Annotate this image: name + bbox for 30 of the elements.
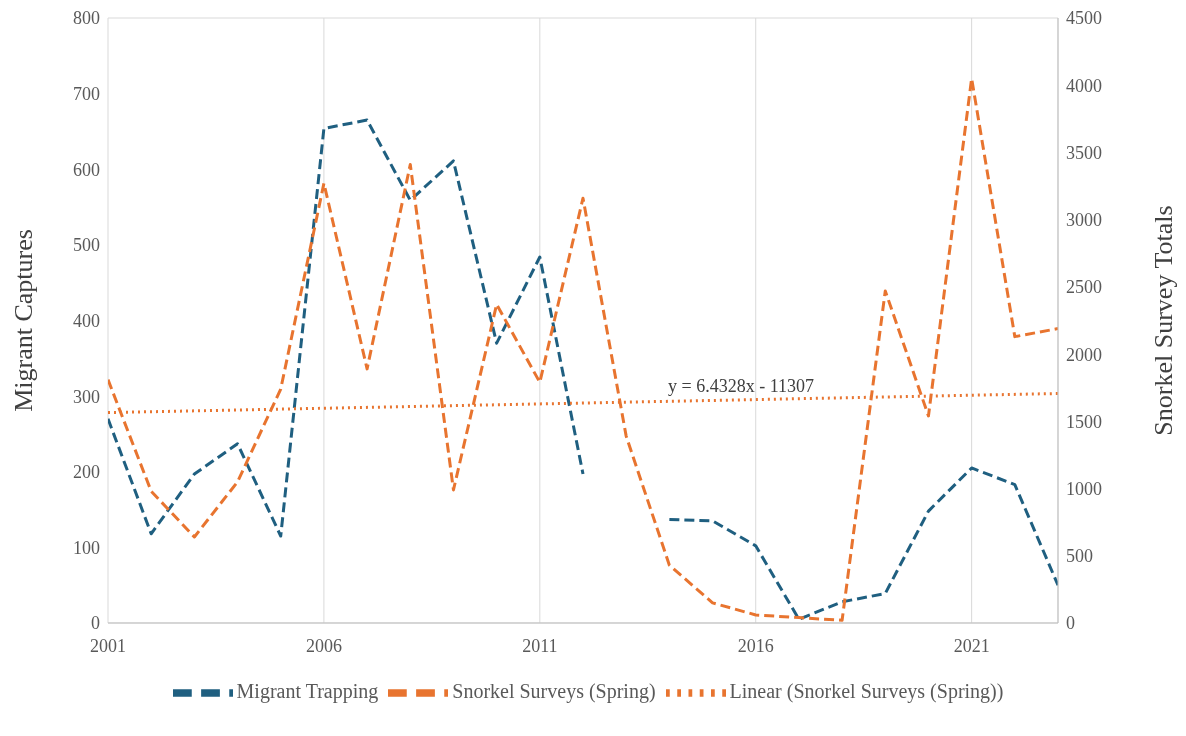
legend-label: Linear (Snorkel Surveys (Spring)) <box>729 679 1004 702</box>
y2-tick-label: 2500 <box>1066 277 1102 298</box>
y-tick-label: 600 <box>73 159 100 180</box>
y-tick-label: 500 <box>73 235 100 256</box>
y-tick-label: 700 <box>73 84 100 105</box>
y2-tick-label: 1000 <box>1066 478 1102 499</box>
y-tick-label: 800 <box>73 8 100 29</box>
y-tick-label: 400 <box>73 310 100 331</box>
x-tick-label: 2016 <box>737 635 774 656</box>
legend-label: Snorkel Surveys (Spring) <box>452 679 656 702</box>
y2-tick-label: 3000 <box>1066 210 1102 231</box>
y-tick-label: 200 <box>73 462 100 483</box>
x-tick-label: 2011 <box>522 635 558 656</box>
y2-tick-label: 4000 <box>1066 75 1102 96</box>
y-tick-label: 0 <box>91 613 100 634</box>
y2-tick-label: 500 <box>1066 546 1093 567</box>
y-tick-label: 300 <box>73 386 100 407</box>
annotation: y = 6.4328x - 11307 <box>668 376 814 397</box>
legend-label: Migrant Trapping <box>236 679 379 702</box>
y2-tick-label: 4500 <box>1066 8 1102 29</box>
y-tick-label: 100 <box>73 537 100 558</box>
y2-tick-label: 3500 <box>1066 142 1102 163</box>
x-tick-label: 2021 <box>953 635 990 656</box>
x-tick-label: 2006 <box>305 635 342 656</box>
x-tick-label: 2001 <box>90 635 126 656</box>
y2-tick-label: 0 <box>1066 613 1075 634</box>
y2-tick-label: 2000 <box>1066 344 1102 365</box>
y2-tick-label: 1500 <box>1066 411 1102 432</box>
y2-axis-title: Snorkel Survey Totals <box>1149 205 1179 436</box>
y-axis-title: Migrant Captures <box>9 229 39 412</box>
